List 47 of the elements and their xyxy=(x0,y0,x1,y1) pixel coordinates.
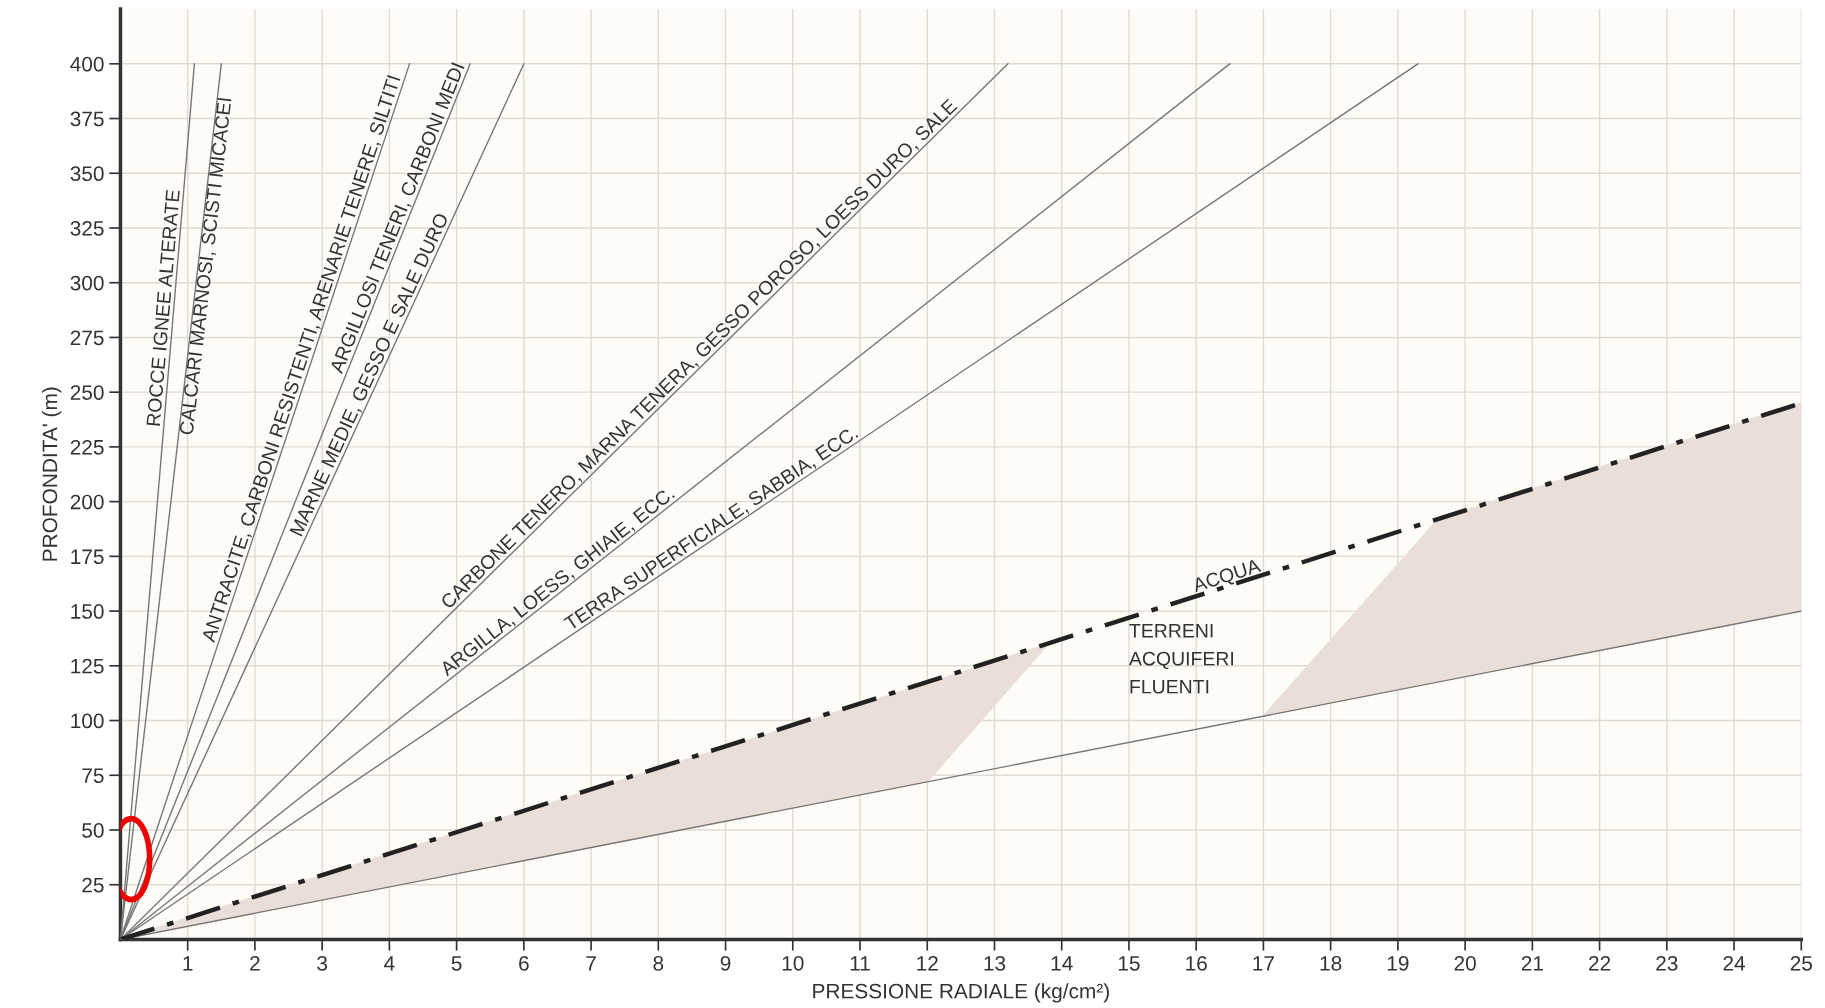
y-tick-label: 125 xyxy=(71,658,104,674)
y-tick-label: 375 xyxy=(70,111,104,127)
y-tick-label: 250 xyxy=(70,385,104,400)
text: ACQUA xyxy=(1191,558,1263,596)
x-tick-label: 3 xyxy=(317,955,328,971)
x-tick-label: 1 xyxy=(183,956,193,971)
text: CALCARI MARNOSI, SCISTI MICACEI xyxy=(179,97,234,436)
x-tick-label: 18 xyxy=(1320,955,1342,971)
x-tick-label: 20 xyxy=(1454,955,1476,971)
annotation: TERRENI ACQUIFERI FLUENTI xyxy=(1128,624,1234,694)
y-tick-label: 350 xyxy=(70,166,104,182)
y-tick-label: 150 xyxy=(71,604,104,619)
x-tick-label: 21 xyxy=(1521,955,1543,971)
x-tick-label: 12 xyxy=(917,955,938,971)
y-tick-label: 225 xyxy=(70,439,104,455)
y-tick-label: 75 xyxy=(82,768,104,784)
x-tick-label: 23 xyxy=(1656,955,1678,971)
y-tick-label: 100 xyxy=(71,713,104,729)
x-tick-label: 13 xyxy=(984,955,1006,971)
x-tick-label: 5 xyxy=(451,956,462,971)
x-axis-title: PRESSIONE RADIALE (kg/cm²) xyxy=(813,983,1109,1003)
x-tick-label: 9 xyxy=(720,955,731,971)
y-tick-label: 275 xyxy=(70,330,104,346)
x-tick-label: 7 xyxy=(586,956,596,971)
x-tick-label: 19 xyxy=(1387,955,1409,971)
y-tick-label: 175 xyxy=(71,549,104,565)
x-tick-label: 24 xyxy=(1723,955,1746,971)
y-tick-label: 325 xyxy=(70,220,104,236)
x-tick-label: 25 xyxy=(1790,955,1812,971)
x-tick-label: 22 xyxy=(1589,955,1611,971)
x-tick-label: 14 xyxy=(1051,956,1073,971)
y-tick-label: 50 xyxy=(82,823,104,838)
x-tick-label: 10 xyxy=(782,955,804,971)
x-tick-label: 6 xyxy=(519,955,529,971)
x-tick-label: 2 xyxy=(250,955,260,971)
x-tick-label: 17 xyxy=(1253,956,1274,971)
y-tick-label: 300 xyxy=(70,275,104,291)
text: ROCCE IGNEE ALTERATE xyxy=(146,189,180,426)
y-axis-title: PROFONDITA' (m) xyxy=(41,387,62,561)
x-tick-label: 11 xyxy=(850,956,870,971)
y-tick-label: 25 xyxy=(82,877,104,893)
y-tick-label: 200 xyxy=(70,494,104,510)
x-tick-label: 4 xyxy=(384,956,395,971)
x-tick-label: 15 xyxy=(1118,956,1140,971)
y-tick-label: 400 xyxy=(70,56,104,72)
x-tick-label: 8 xyxy=(653,955,664,971)
x-tick-label: 16 xyxy=(1186,955,1207,971)
